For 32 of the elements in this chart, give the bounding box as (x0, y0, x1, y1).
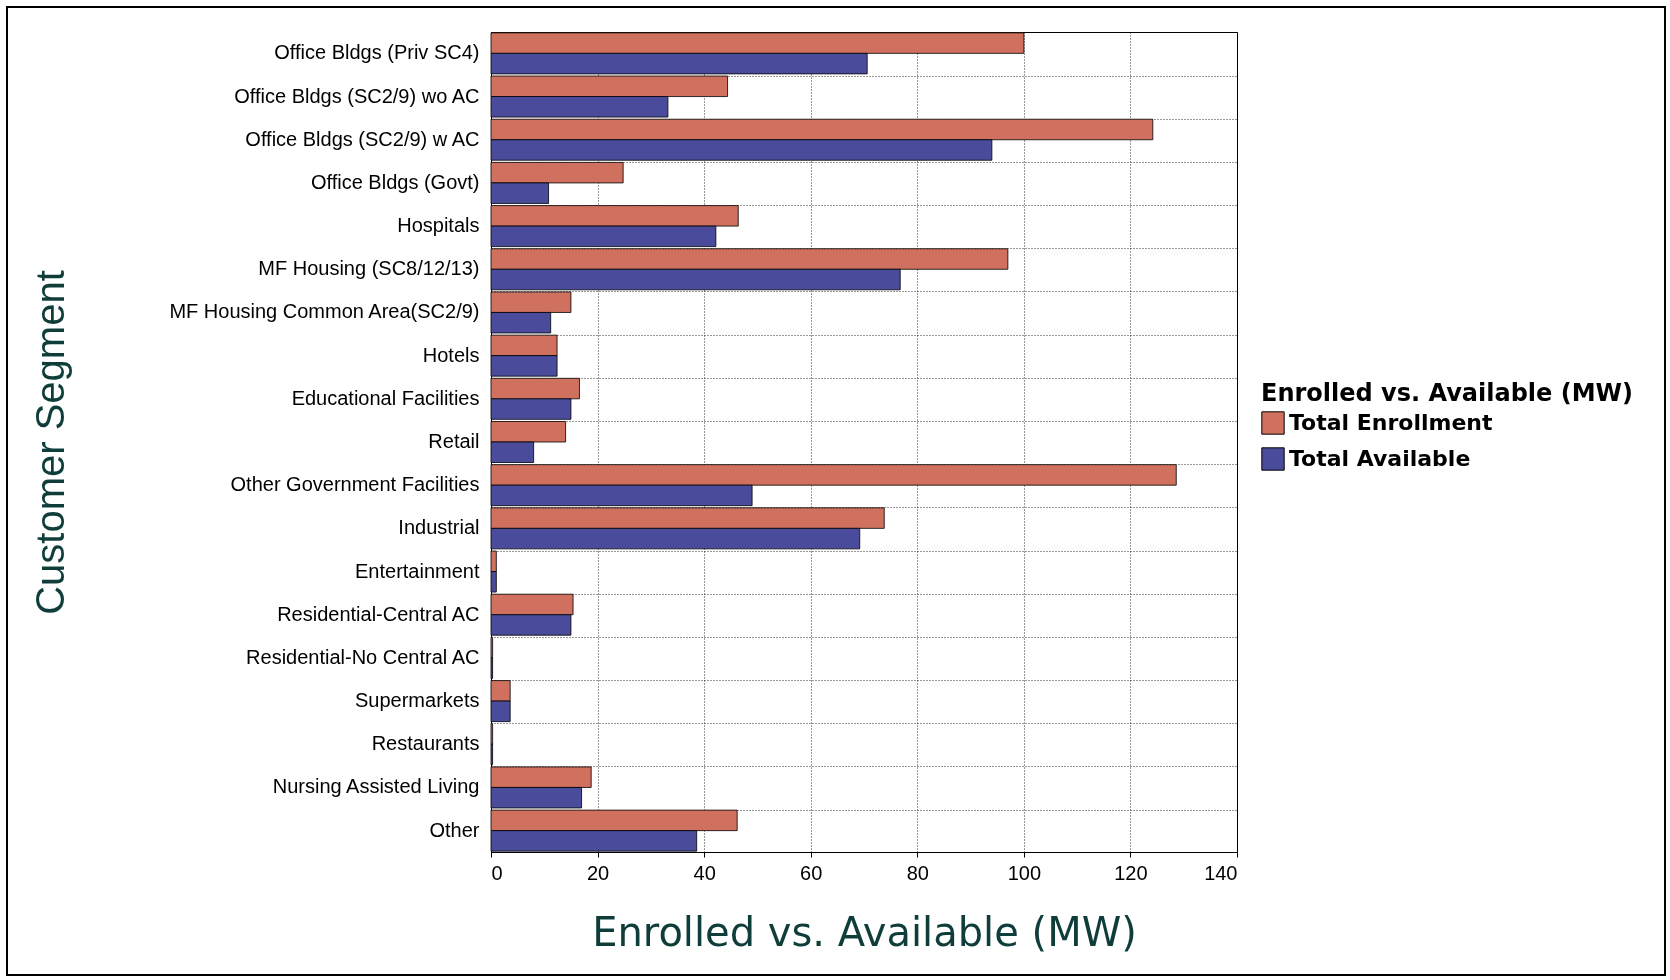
y-tick-label: Office Bldgs (SC2/9) wo AC (234, 84, 480, 107)
y-tick-label: Other (429, 818, 480, 841)
x-tick-label: 100 (1007, 861, 1042, 884)
y-tick-label: Retail (428, 430, 480, 452)
y-tick-label: Residential-Central AC (277, 602, 480, 625)
y-tick-label: Office Bldgs (SC2/9) w AC (245, 127, 480, 150)
x-axis-title: Enrolled vs. Available (MW) (592, 908, 1137, 955)
x-tick-label: 80 (906, 861, 929, 884)
x-tick-label: 40 (693, 861, 716, 884)
x-tick-label: 20 (586, 861, 610, 884)
legend-label: Total Enrollment (1289, 410, 1493, 435)
y-tick-label: Restaurants (371, 732, 480, 755)
y-tick-label: MF Housing (SC8/12/13) (258, 257, 480, 280)
x-tick-label: 60 (800, 861, 823, 884)
legend-label: Total Available (1289, 446, 1471, 471)
y-tick-label: MF Housing Common Area(SC2/9) (169, 300, 480, 323)
x-tick-label: 140 (1204, 861, 1238, 884)
x-tick-label: 120 (1114, 861, 1148, 884)
y-tick-label: Residential-No Central AC (246, 645, 480, 668)
y-tick-label: Entertainment (354, 559, 480, 582)
y-tick-label: Educational Facilities (291, 386, 480, 409)
x-tick-label: 0 (491, 861, 503, 884)
y-tick-label: Supermarkets (355, 689, 480, 712)
y-tick-label: Hotels (422, 343, 480, 366)
y-tick-label: Office Bldgs (Govt) (310, 170, 480, 193)
y-tick-label: Nursing Assisted Living (272, 775, 480, 798)
y-tick-label: Hospitals (397, 214, 480, 237)
legend-title: Enrolled vs. Available (MW) (1261, 379, 1634, 407)
y-axis-title: Customer Segment (27, 270, 72, 615)
y-tick-label: Industrial (398, 516, 480, 539)
y-tick-label: Other Government Facilities (230, 473, 480, 496)
y-tick-label: Office Bldgs (Priv SC4) (274, 41, 480, 64)
